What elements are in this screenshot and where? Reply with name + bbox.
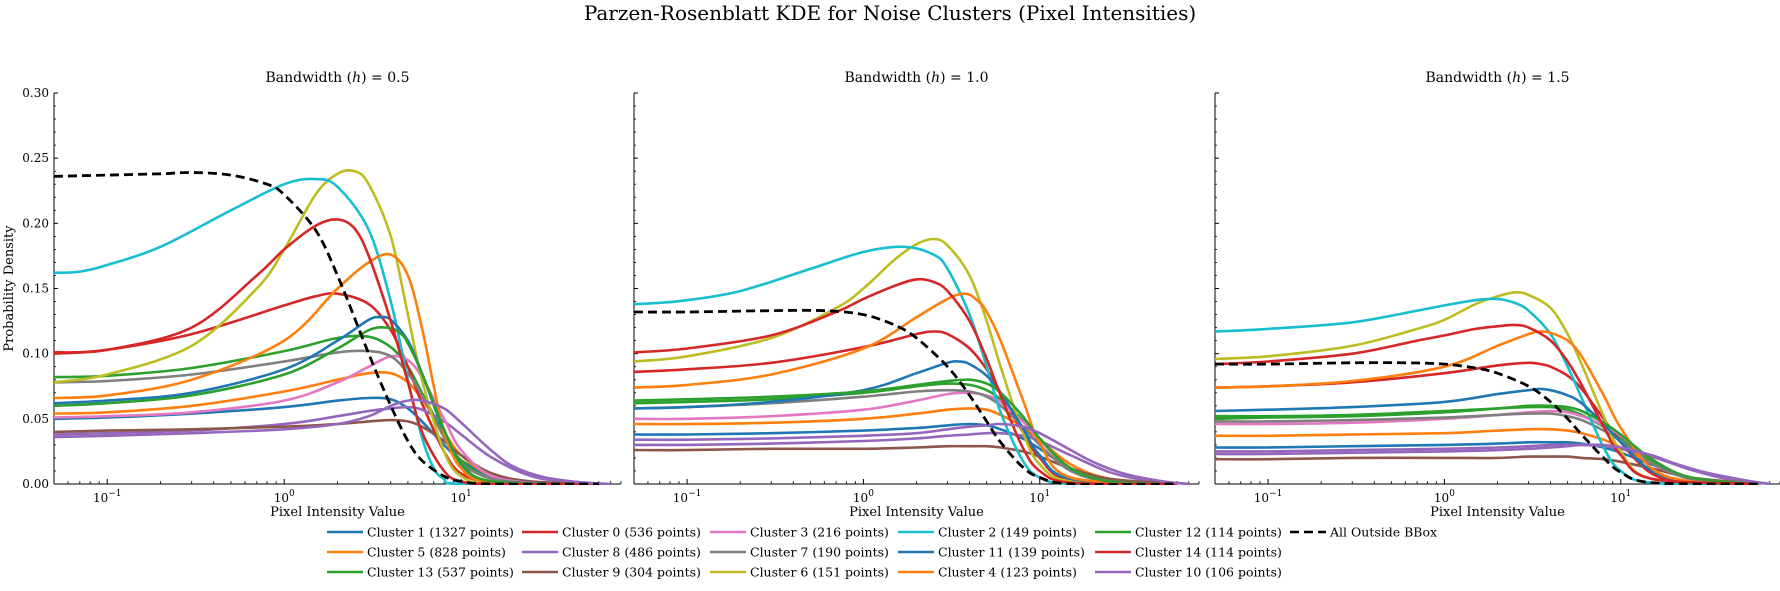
legend-item: Cluster 13 (537 points)	[327, 565, 514, 580]
legend-item: Cluster 4 (123 points)	[898, 565, 1077, 580]
legend-item: Cluster 12 (114 points)	[1095, 525, 1282, 540]
series-group	[1215, 291, 1771, 485]
y-tick-label: 0.20	[22, 216, 49, 230]
kde-panel-1: Bandwidth (h) = 0.5 0.00 0.05 0.10 0.15 0.20 0…	[2, 70, 622, 520]
legend-label: Cluster 14 (114 points)	[1135, 545, 1282, 560]
x-tick-label: 101	[1610, 489, 1631, 505]
figure-title: Parzen-Rosenblatt KDE for Noise Clusters…	[584, 1, 1196, 25]
y-tick-label: 0.05	[22, 412, 49, 426]
series-line	[54, 171, 599, 485]
legend-item: Cluster 9 (304 points)	[522, 565, 701, 580]
series-line	[634, 388, 1178, 485]
series-line	[634, 330, 1178, 485]
x-axis-label: Pixel Intensity Value	[849, 505, 984, 520]
series-line	[1215, 440, 1759, 485]
kde-panel-2: Bandwidth (h) = 1.0 10−1 100 101 Pixel Inten…	[633, 70, 1200, 520]
x-tick-label: 10−1	[673, 489, 702, 505]
panels: Bandwidth (h) = 0.5 0.00 0.05 0.10 0.15 0.20 0…	[2, 70, 1780, 520]
series-line	[1215, 443, 1771, 485]
series-line	[634, 308, 1178, 485]
series-line	[54, 252, 599, 485]
series-line	[634, 292, 1178, 485]
series-line	[54, 398, 611, 485]
series-line	[634, 277, 1178, 485]
legend-label: Cluster 0 (536 points)	[562, 525, 701, 540]
x-tick-label: 101	[1029, 489, 1050, 505]
legend-item: Cluster 2 (149 points)	[898, 525, 1077, 540]
series-line	[634, 378, 1178, 485]
series-line	[634, 359, 1178, 485]
kde-panel-3: Bandwidth (h) = 1.5 10−1 100 101 Pixel Inten…	[1214, 70, 1780, 520]
y-tick-label: 0.00	[22, 477, 49, 491]
x-tick-label: 101	[451, 489, 472, 505]
series-line	[634, 422, 1189, 485]
series-line	[54, 354, 599, 485]
series-line	[1215, 387, 1759, 485]
y-axis-label: Probability Density	[2, 225, 17, 352]
x-axis-label: Pixel Intensity Value	[1430, 505, 1565, 520]
panel-title: Bandwidth (h) = 1.0	[845, 70, 989, 86]
legend-item: Cluster 0 (536 points)	[522, 525, 701, 540]
series-line	[54, 291, 546, 485]
x-tick-label: 100	[274, 489, 295, 505]
legend-label: Cluster 1 (1327 points)	[367, 525, 514, 540]
series-line	[634, 407, 1178, 485]
x-tick-label: 100	[853, 489, 874, 505]
legend-label: Cluster 11 (139 points)	[938, 545, 1085, 560]
y-tick-label: 0.15	[22, 282, 49, 296]
legend-item: Cluster 3 (216 points)	[710, 525, 889, 540]
y-tick-label: 0.25	[22, 151, 49, 165]
legend: Cluster 1 (1327 points) Cluster 5 (828 po…	[327, 525, 1437, 580]
series-line	[1215, 361, 1759, 485]
x-tick-label: 10−1	[93, 489, 122, 505]
legend-label: Cluster 5 (828 points)	[367, 545, 506, 560]
series-group	[54, 168, 611, 485]
series-line	[54, 349, 599, 485]
x-tick-label: 100	[1434, 489, 1455, 505]
series-line	[1215, 412, 1759, 485]
legend-label: Cluster 3 (216 points)	[750, 525, 889, 540]
series-line	[1215, 291, 1759, 485]
legend-label: Cluster 4 (123 points)	[938, 565, 1077, 580]
series-line	[1215, 323, 1759, 485]
y-tick-label: 0.30	[22, 86, 49, 100]
legend-item: Cluster 1 (1327 points)	[327, 525, 514, 540]
panel-title: Bandwidth (h) = 0.5	[266, 70, 410, 86]
x-tick-label: 10−1	[1254, 489, 1283, 505]
series-line	[1215, 297, 1759, 485]
legend-item: All Outside BBox	[1290, 525, 1437, 540]
y-tick-label: 0.10	[22, 347, 49, 361]
legend-label: Cluster 13 (537 points)	[367, 565, 514, 580]
legend-label: Cluster 9 (304 points)	[562, 565, 701, 580]
legend-item: Cluster 10 (106 points)	[1095, 565, 1282, 580]
legend-item: Cluster 14 (114 points)	[1095, 545, 1282, 560]
legend-label: Cluster 7 (190 points)	[750, 545, 889, 560]
series-line	[634, 245, 1178, 485]
legend-label: Cluster 12 (114 points)	[1135, 525, 1282, 540]
legend-label: All Outside BBox	[1329, 525, 1437, 540]
legend-label: Cluster 8 (486 points)	[562, 545, 701, 560]
legend-item: Cluster 6 (151 points)	[710, 565, 889, 580]
series-line	[54, 218, 599, 485]
series-line	[1215, 330, 1759, 485]
legend-item: Cluster 5 (828 points)	[327, 545, 506, 560]
legend-label: Cluster 2 (149 points)	[938, 525, 1077, 540]
series-line	[54, 177, 599, 485]
series-line	[54, 418, 599, 485]
legend-item: Cluster 11 (139 points)	[898, 545, 1085, 560]
legend-label: Cluster 6 (151 points)	[750, 565, 889, 580]
x-axis-label: Pixel Intensity Value	[270, 505, 405, 520]
series-group	[634, 237, 1189, 485]
series-line	[54, 168, 599, 485]
legend-label: Cluster 10 (106 points)	[1135, 565, 1282, 580]
series-line	[634, 431, 1189, 485]
series-line	[54, 326, 599, 485]
legend-item: Cluster 8 (486 points)	[522, 545, 701, 560]
panel-title: Bandwidth (h) = 1.5	[1426, 70, 1570, 86]
legend-item: Cluster 7 (190 points)	[710, 545, 889, 560]
